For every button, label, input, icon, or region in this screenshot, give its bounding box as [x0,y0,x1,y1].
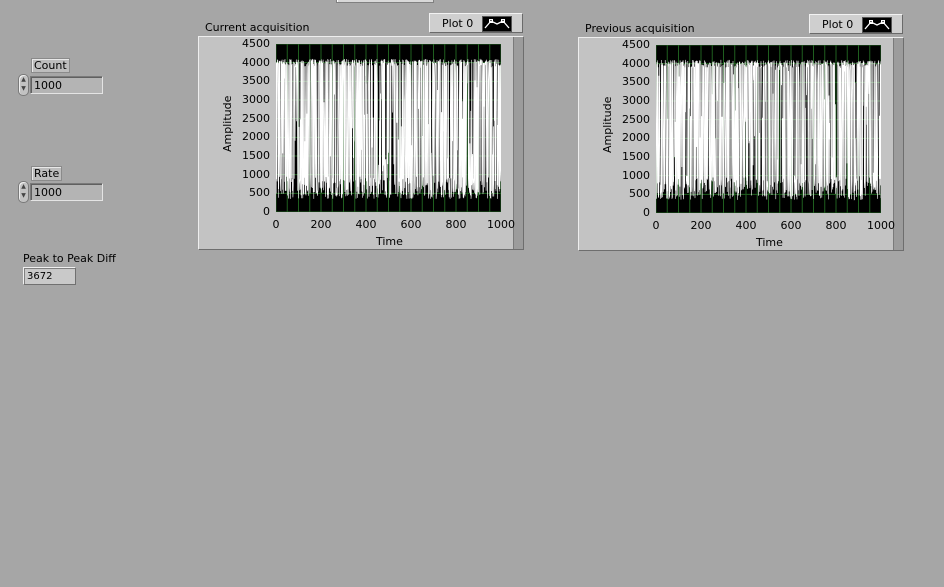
plot-style-icon[interactable] [482,16,512,32]
y-tick-label: 2000 [242,130,270,144]
x-tick-label: 600 [400,218,422,231]
legend-plot-name: Plot 0 [442,17,474,30]
y-tick-label: 4500 [622,38,650,51]
rate-label: Rate [31,166,63,181]
x-tick-label: 0 [652,219,660,232]
peak-diff-indicator: 3672 [23,267,76,285]
y-tick-label: 2500 [242,111,270,125]
x-tick-label: 200 [690,219,712,232]
waveform-plot [276,44,501,212]
x-tick-label: 800 [445,218,467,231]
graph-current-xlabel: Time [376,235,403,248]
y-tick-label: 1500 [242,149,270,162]
x-tick-label: 400 [735,219,757,232]
x-tick-label: 600 [780,219,802,232]
y-tick-label: 1000 [242,167,270,181]
rate-field[interactable]: 1000 [30,183,103,201]
graph-current-plot-area[interactable] [276,44,501,212]
y-tick-label: 0 [263,205,270,218]
graph-previous-ylabel: Amplitude [601,96,614,153]
x-tick-label: 1000 [487,218,515,231]
y-tick-label: 0 [643,206,650,219]
graph-current-scrollbar[interactable] [513,37,523,249]
waveform-plot [656,45,881,213]
count-spinner[interactable]: ▲ ▼ [18,74,29,96]
y-tick-label: 500 [629,187,650,201]
graph-previous-plot-area[interactable] [656,45,881,213]
plot-0-trace [656,59,881,201]
plot-style-icon[interactable] [862,17,892,33]
legend-plot-name: Plot 0 [822,18,854,31]
y-tick-label: 1500 [622,150,650,163]
x-tick-label: 0 [272,218,280,231]
y-tick-label: 3000 [622,94,650,107]
x-tick-label: 800 [825,219,847,232]
rate-spinner[interactable]: ▲ ▼ [18,181,29,203]
y-tick-label: 500 [249,186,270,200]
x-tick-label: 1000 [867,219,895,232]
y-tick-label: 4000 [622,56,650,70]
y-tick-label: 3500 [622,75,650,89]
graph-current-legend[interactable]: Plot 0 [429,13,523,33]
count-field[interactable]: 1000 [30,76,103,94]
y-tick-label: 4000 [242,55,270,69]
plot-0-trace [276,58,501,199]
y-tick-label: 1000 [622,168,650,182]
y-tick-label: 3000 [242,93,270,106]
graph-current-ylabel: Amplitude [221,95,234,152]
graph-previous-xlabel: Time [756,236,783,249]
y-tick-label: 3500 [242,74,270,88]
x-tick-label: 400 [355,218,377,231]
top-partial-control[interactable] [336,0,434,3]
graph-previous-title: Previous acquisition [585,22,695,35]
graph-current-title: Current acquisition [205,21,310,34]
y-tick-label: 4500 [242,37,270,50]
y-tick-label: 2500 [622,112,650,126]
peak-diff-label: Peak to Peak Diff [23,252,116,265]
x-tick-label: 200 [310,218,332,231]
graph-previous-scrollbar[interactable] [893,38,903,250]
y-tick-label: 2000 [622,131,650,145]
graph-previous-legend[interactable]: Plot 0 [809,14,903,34]
count-label: Count [31,58,70,73]
